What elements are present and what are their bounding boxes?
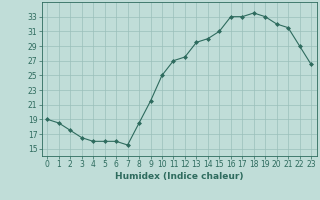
X-axis label: Humidex (Indice chaleur): Humidex (Indice chaleur) [115,172,244,181]
